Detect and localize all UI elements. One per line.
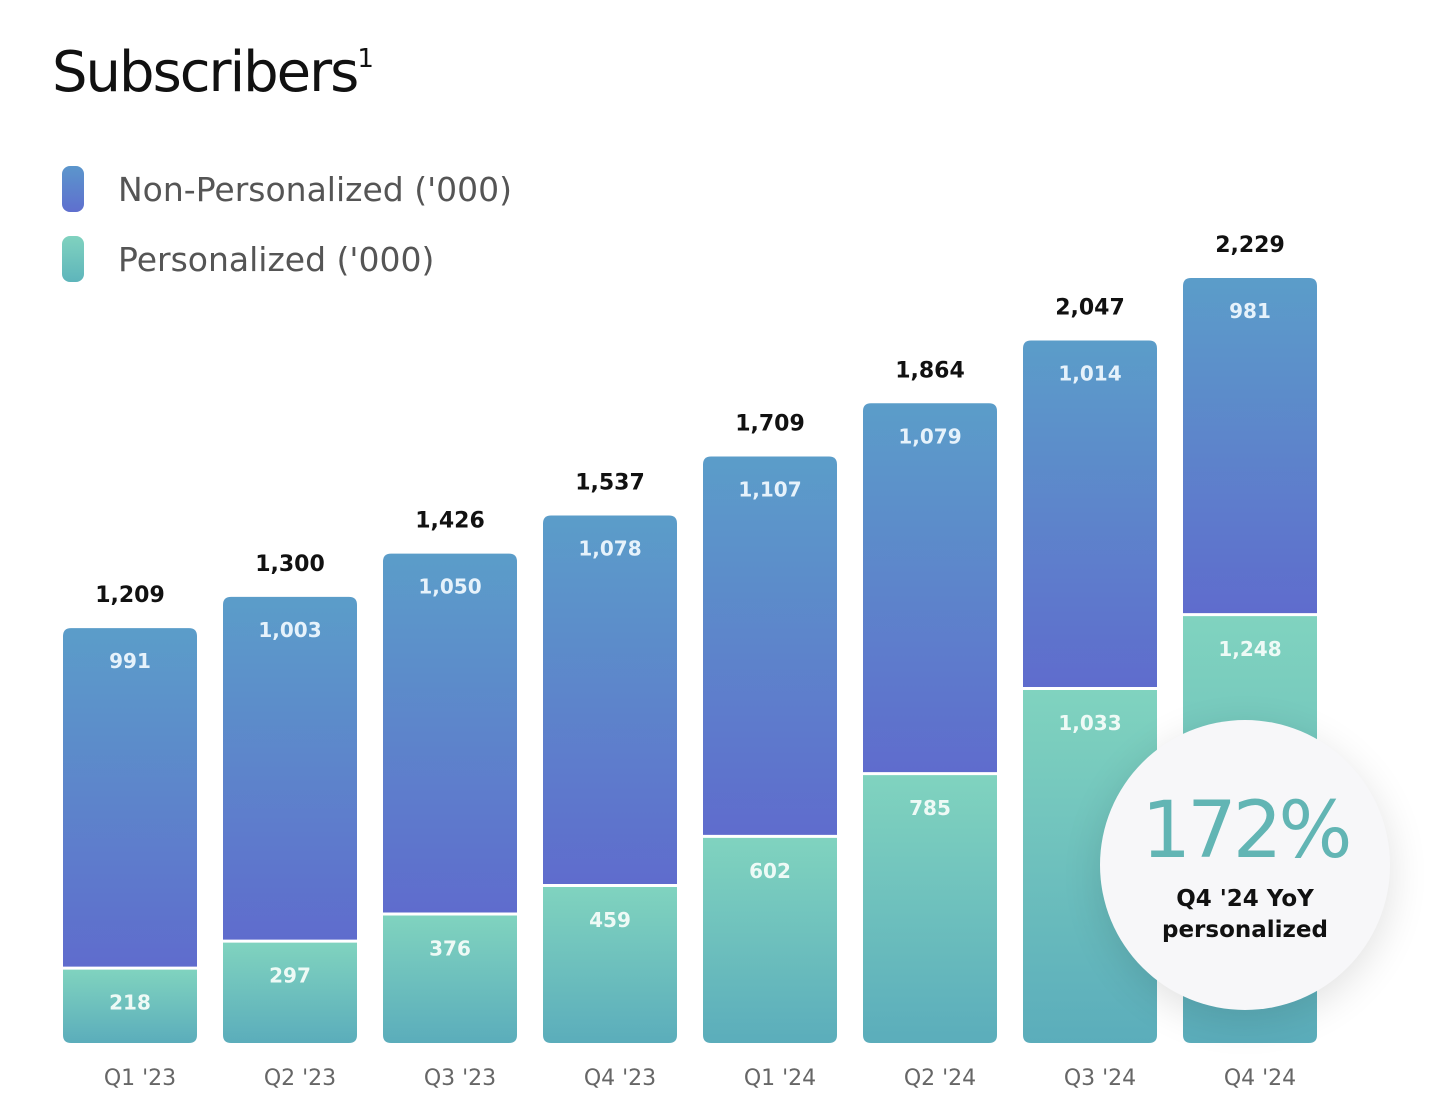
non-personalized-label: 1,050	[418, 575, 481, 599]
x-tick-label: Q1 '23	[104, 1066, 176, 1091]
legend-swatch-non-personalized	[62, 166, 84, 212]
total-label: 2,229	[1215, 233, 1285, 258]
bar-personalized	[703, 837, 837, 1043]
bar-non-personalized	[63, 628, 197, 967]
title-footnote: 1	[357, 44, 374, 75]
legend-personalized: Personalized ('000)	[62, 236, 434, 282]
x-tick-label: Q1 '24	[744, 1066, 816, 1091]
bar-non-personalized	[1183, 278, 1317, 614]
x-tick-label: Q2 '24	[904, 1066, 976, 1091]
non-personalized-label: 981	[1229, 299, 1271, 323]
badge-caption-line2: personalized	[1161, 917, 1328, 944]
badge-caption: Q4 '24 YoY personalized	[1100, 884, 1390, 946]
bar-non-personalized	[543, 515, 677, 884]
bar-personalized	[1023, 689, 1157, 1043]
bar-personalized	[223, 942, 357, 1043]
badge-value: 172%	[1141, 786, 1353, 876]
personalized-label: 785	[909, 796, 951, 820]
personalized-label: 1,033	[1058, 711, 1121, 735]
non-personalized-label: 1,014	[1058, 361, 1121, 385]
non-personalized-label: 1,079	[898, 424, 961, 448]
total-label: 1,209	[95, 583, 165, 608]
personalized-label: 297	[269, 964, 311, 988]
total-label: 1,709	[735, 411, 805, 436]
non-personalized-label: 991	[109, 649, 151, 673]
bar-non-personalized	[1023, 340, 1157, 687]
total-label: 2,047	[1055, 295, 1125, 320]
personalized-label: 1,248	[1218, 637, 1281, 661]
bar-non-personalized	[383, 553, 517, 913]
x-tick-label: Q2 '23	[264, 1066, 336, 1091]
personalized-label: 602	[749, 859, 791, 883]
legend-non-personalized: Non-Personalized ('000)	[62, 166, 512, 212]
x-tick-label: Q4 '24	[1224, 1066, 1296, 1091]
non-personalized-label: 1,003	[258, 618, 321, 642]
total-label: 1,426	[415, 509, 485, 534]
bar-non-personalized	[223, 596, 357, 940]
legend-swatch-personalized	[62, 236, 84, 282]
total-label: 1,537	[575, 470, 645, 495]
legend-label: Personalized ('000)	[118, 239, 435, 279]
total-label: 1,864	[895, 358, 965, 383]
title-text: Subscribers	[52, 40, 359, 105]
badge-caption-line1: Q4 '24 YoY	[1176, 886, 1314, 912]
personalized-label: 218	[109, 991, 151, 1015]
personalized-label: 459	[589, 908, 631, 932]
bar-personalized	[63, 969, 197, 1043]
non-personalized-label: 1,107	[738, 477, 801, 501]
legend-label: Non-Personalized ('000)	[118, 169, 513, 209]
bar-personalized	[383, 915, 517, 1043]
x-tick-label: Q3 '24	[1064, 1066, 1136, 1091]
non-personalized-label: 1,078	[578, 536, 641, 560]
total-label: 1,300	[255, 552, 325, 577]
bar-non-personalized	[703, 456, 837, 835]
yoy-badge: 172% Q4 '24 YoY personalized	[1100, 720, 1390, 1010]
x-tick-label: Q4 '23	[584, 1066, 656, 1091]
chart-title: Subscribers1	[52, 40, 374, 105]
x-tick-label: Q3 '23	[424, 1066, 496, 1091]
bar-non-personalized	[863, 403, 997, 773]
bar-personalized	[863, 775, 997, 1043]
bar-personalized	[543, 886, 677, 1043]
personalized-label: 376	[429, 936, 471, 960]
